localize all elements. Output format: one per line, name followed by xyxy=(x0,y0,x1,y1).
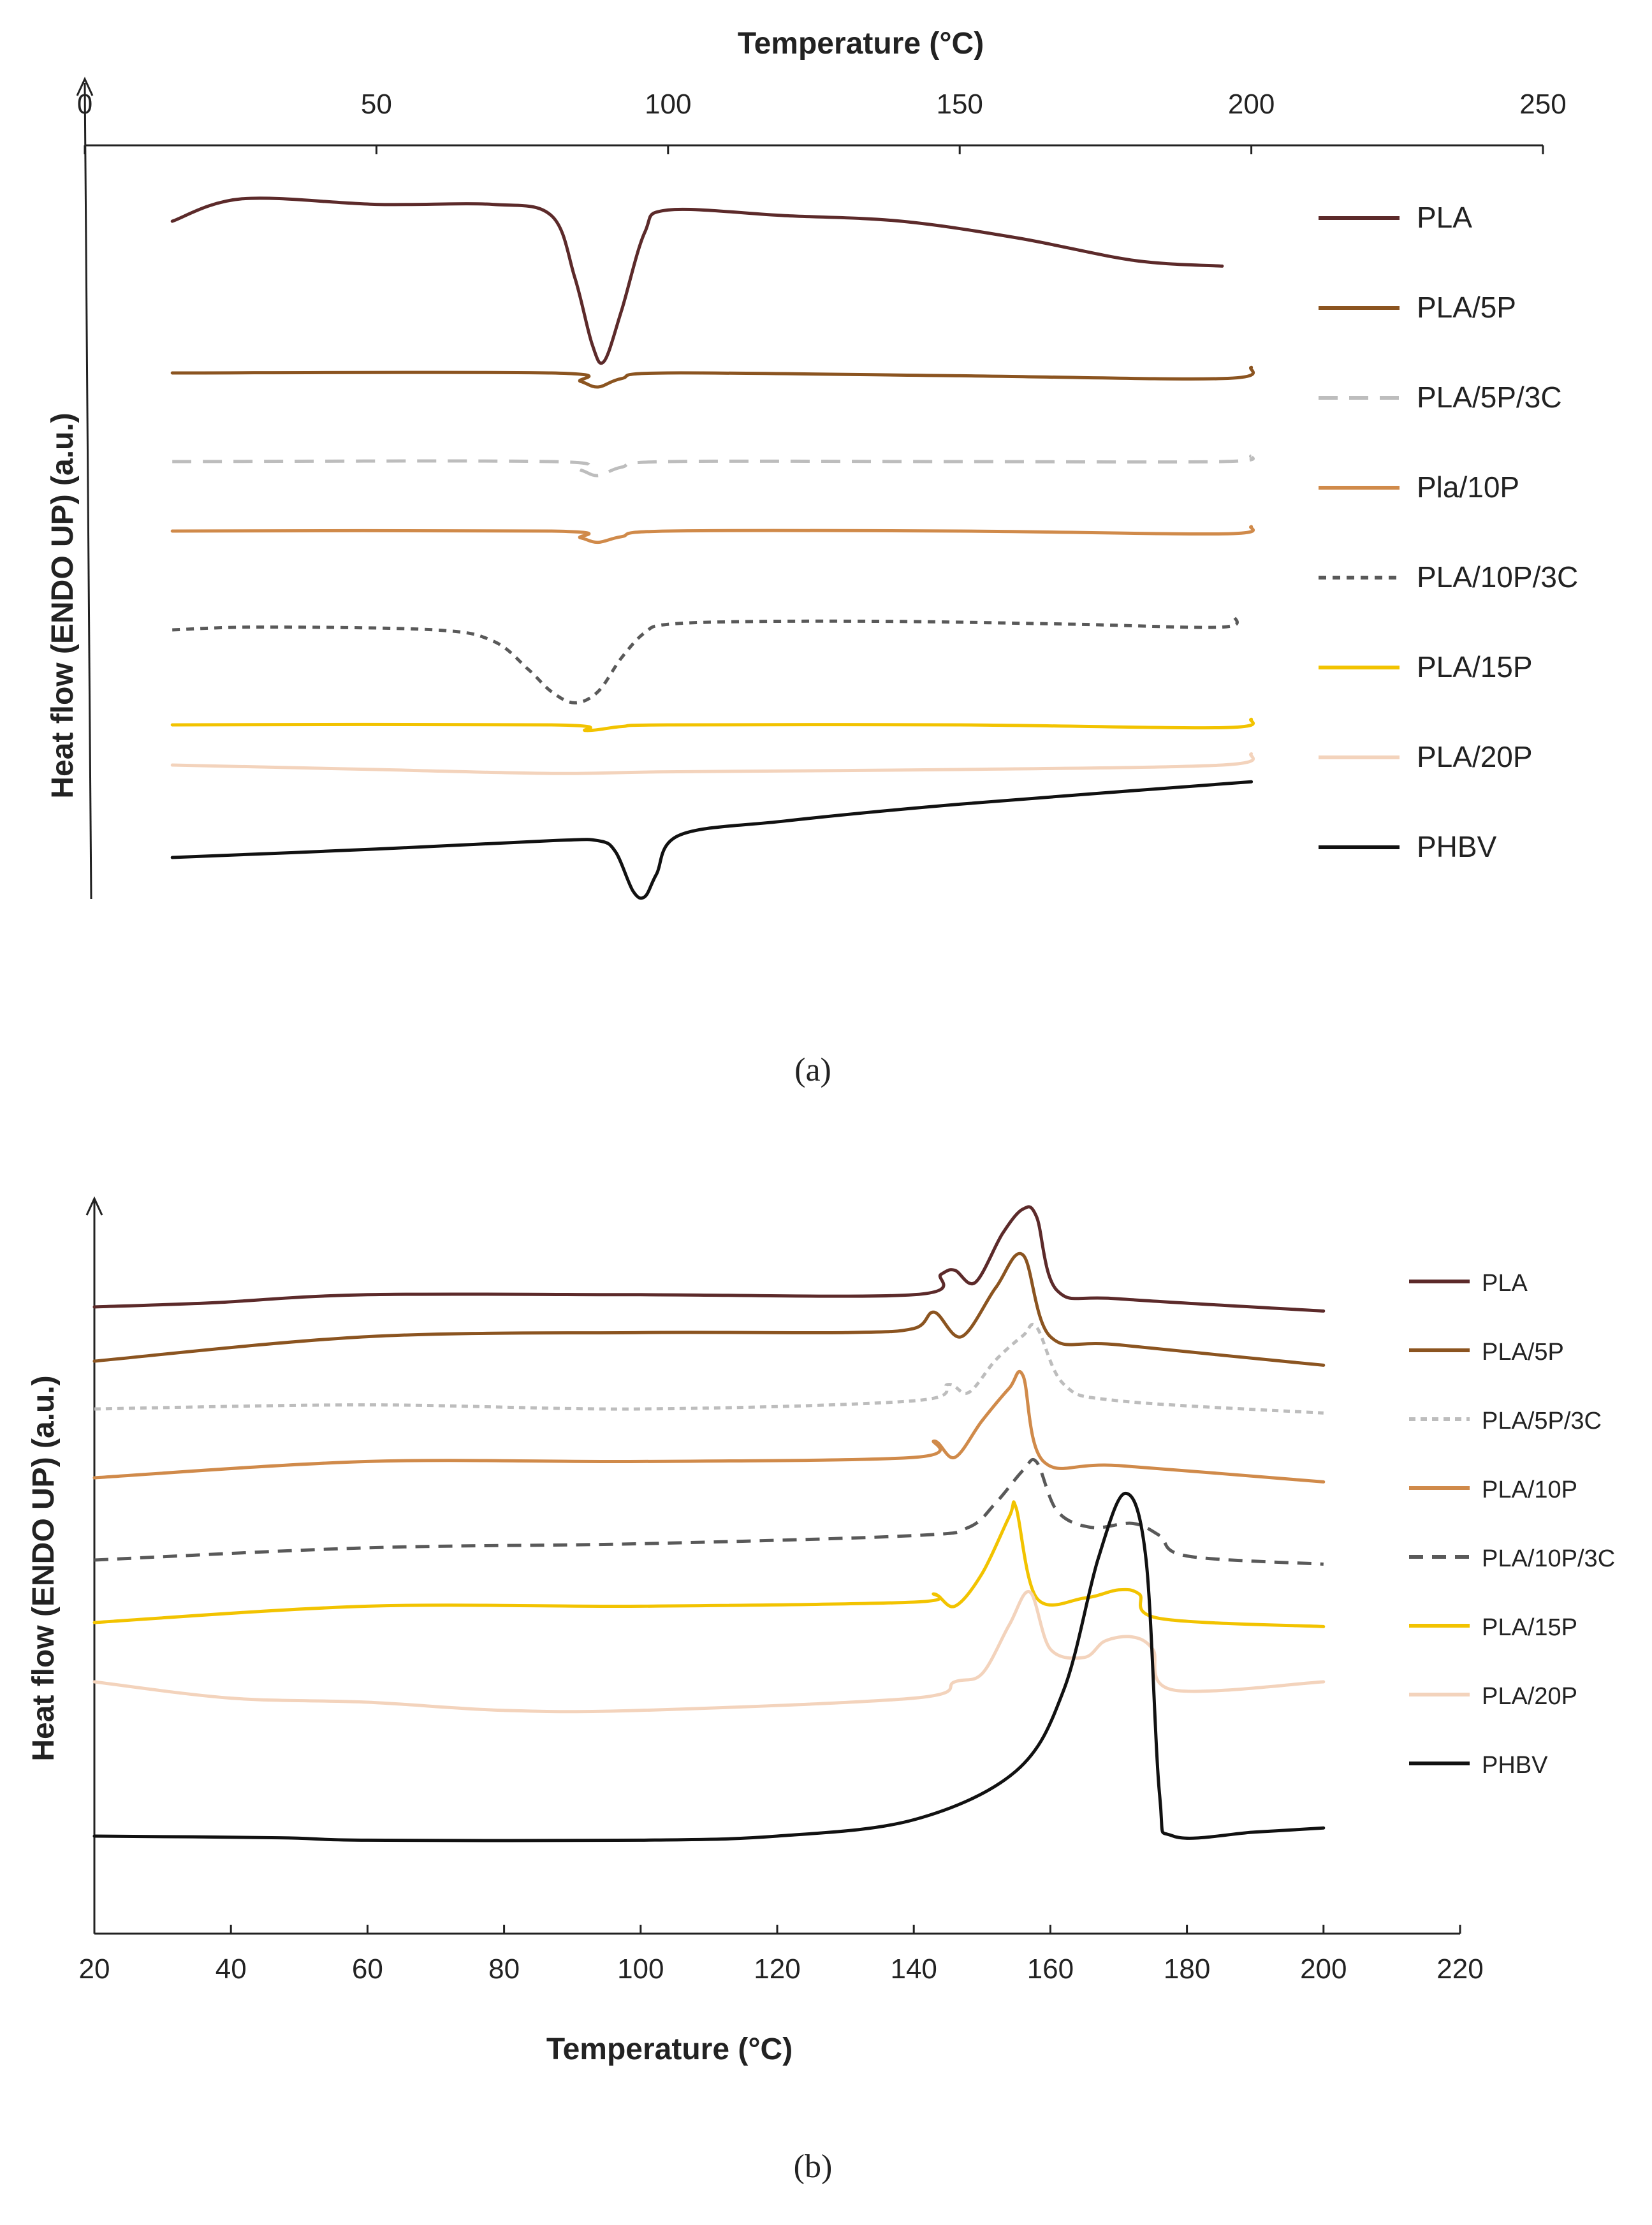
series-line-pla-5p xyxy=(170,365,1255,389)
panel-a: Temperature (°C) Heat flow (ENDO UP) (a.… xyxy=(46,27,1578,1088)
panel-a-y-axis-title: Heat flow (ENDO UP) (a.u.) xyxy=(46,412,80,798)
panel-b: Heat flow (ENDO UP) (a.u.) 20 40 60 80 100 12… xyxy=(27,1196,1615,2185)
series-line-pla-10p-3c xyxy=(94,1457,1324,1566)
legend-label-pla-5p-3c: PLA/5P/3C xyxy=(1417,381,1562,414)
tick-label-150: 150 xyxy=(936,89,983,120)
panel-a-ticks: 0 50 100 150 200 250 xyxy=(77,89,1567,154)
legend-label-pla-15p: PLA/15P xyxy=(1482,1614,1577,1641)
legend-label-pla-10p-3c: PLA/10P/3C xyxy=(1482,1545,1615,1572)
series-line-phbv xyxy=(92,1491,1326,1842)
legend-label-pla-20p: PLA/20P xyxy=(1482,1683,1577,1710)
series-line-pla xyxy=(92,1205,1326,1313)
panel-b-ticks: 20 40 60 80 100 120 140 160 180 200 220 xyxy=(79,1925,1484,1985)
tick-label-100: 100 xyxy=(617,1953,664,1985)
panel-a-x-axis-title: Temperature (°C) xyxy=(738,27,984,61)
panel-a-series xyxy=(170,196,1255,900)
series-line-pla-20p xyxy=(92,1590,1326,1714)
tick-label-0: 0 xyxy=(77,89,92,120)
legend-label-pla-20p: PLA/20P xyxy=(1417,740,1533,773)
legend-label-pla-5p-3c: PLA/5P/3C xyxy=(1482,1408,1602,1434)
legend-label-pla: PLA xyxy=(1417,201,1472,234)
panel-a-y-axis-line xyxy=(84,82,92,900)
panel-b-caption: (b) xyxy=(794,2148,833,2185)
series-line-pla-20p xyxy=(170,752,1255,775)
panel-b-y-axis-title: Heat flow (ENDO UP) (a.u.) xyxy=(27,1375,61,1761)
series-line-pla-10p xyxy=(92,1369,1326,1484)
series-line-pla-5p xyxy=(92,1251,1326,1367)
tick-label-80: 80 xyxy=(488,1953,520,1985)
tick-label-100: 100 xyxy=(645,89,691,120)
tick-label-200: 200 xyxy=(1300,1953,1347,1985)
tick-label-120: 120 xyxy=(754,1953,800,1985)
legend-label-pla-10p: Pla/10P xyxy=(1417,471,1519,504)
series-line-phbv xyxy=(170,780,1254,900)
tick-label-40: 40 xyxy=(216,1953,247,1985)
tick-label-140: 140 xyxy=(890,1953,937,1985)
legend-label-pla: PLA xyxy=(1482,1270,1528,1297)
panel-b-legend: PLA PLA/5P PLA/5P/3C PLA/10P PLA/10P/3C PLA/1… xyxy=(1409,1270,1615,1779)
series-line-pla-10p xyxy=(170,525,1255,544)
series-line-pla-5p-3c xyxy=(172,454,1255,478)
series-line-pla xyxy=(170,196,1224,365)
tick-label-200: 200 xyxy=(1228,89,1275,120)
legend-label-pla-10p-3c: PLA/10P/3C xyxy=(1417,560,1578,594)
panel-b-y-axis-arrow xyxy=(85,1196,103,1216)
tick-label-20: 20 xyxy=(79,1953,110,1985)
panel-a-legend: PLA PLA/5P PLA/5P/3C Pla/10P PLA/10P/3C PLA/1… xyxy=(1319,201,1578,863)
series-line-pla-15p xyxy=(92,1500,1326,1628)
tick-label-220: 220 xyxy=(1436,1953,1483,1985)
tick-label-50: 50 xyxy=(361,89,392,120)
panel-a-y-axis-arrow xyxy=(76,77,94,96)
panel-b-series xyxy=(92,1205,1326,1842)
legend-label-pla-5p: PLA/5P xyxy=(1482,1339,1564,1366)
tick-label-180: 180 xyxy=(1164,1953,1210,1985)
series-line-pla-10p-3c xyxy=(172,614,1239,704)
legend-label-phbv: PHBV xyxy=(1482,1752,1548,1779)
series-line-pla-15p xyxy=(170,717,1255,733)
panel-a-caption: (a) xyxy=(794,1052,831,1088)
series-line-pla-5p-3c xyxy=(94,1322,1324,1415)
legend-label-pla-15p: PLA/15P xyxy=(1417,650,1533,683)
legend-label-pla-10p: PLA/10P xyxy=(1482,1477,1577,1503)
tick-label-250: 250 xyxy=(1519,89,1566,120)
tick-label-160: 160 xyxy=(1027,1953,1074,1985)
legend-label-phbv: PHBV xyxy=(1417,830,1497,863)
tick-label-60: 60 xyxy=(352,1953,383,1985)
panel-b-x-axis-title: Temperature (°C) xyxy=(546,2032,793,2066)
legend-label-pla-5p: PLA/5P xyxy=(1417,291,1516,324)
